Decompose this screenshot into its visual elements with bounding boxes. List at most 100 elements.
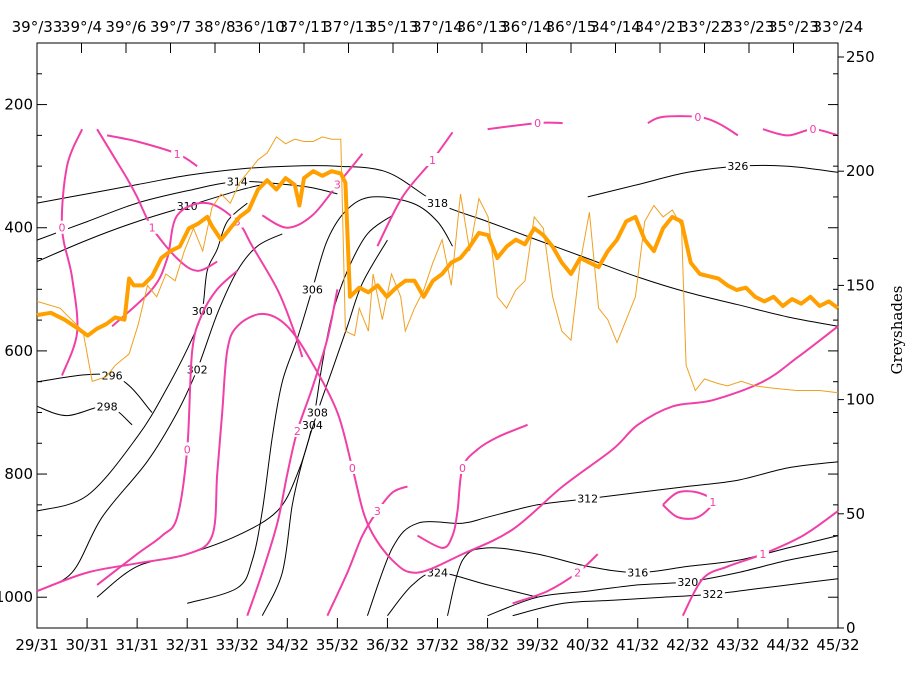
pv-label-bg	[56, 220, 69, 234]
isentrope-label: 326	[727, 160, 748, 173]
isentrope-line	[36, 405, 133, 426]
pv-label: 2	[574, 567, 581, 580]
bottom-tick-label: 43/32	[716, 636, 759, 654]
pv-contour-line	[246, 289, 339, 617]
isentrope-line	[587, 164, 839, 198]
top-tick-label: 35°/23	[768, 18, 819, 36]
bottom-tick-label: 42/32	[666, 636, 709, 654]
pv-contour-line	[662, 490, 714, 520]
bottom-tick-label: 45/32	[816, 636, 859, 654]
pv-label: 1	[759, 548, 766, 561]
pv-contour-line	[376, 131, 454, 247]
pv-label-bg	[331, 177, 344, 191]
isentrope-label-bg	[100, 368, 125, 382]
top-tick-label: 33°/22	[679, 18, 730, 36]
bottom-tick-label: 31/31	[116, 636, 159, 654]
bottom-tick-label: 40/32	[566, 636, 609, 654]
pv-label: 0	[184, 443, 191, 456]
pv-label: 0	[459, 462, 466, 475]
isentrope-label: 298	[97, 400, 118, 413]
isentrope-line	[387, 572, 538, 617]
pv-label: 2	[294, 425, 301, 438]
isentrope-line	[512, 578, 839, 617]
pv-label-bg	[691, 109, 704, 123]
pv-label-bg	[706, 494, 719, 508]
isentrope-label: 320	[677, 576, 698, 589]
pv-label: 1	[709, 496, 716, 509]
pv-contour-line	[96, 128, 218, 272]
isentrope-label: 324	[427, 567, 448, 580]
isentrope-label: 316	[627, 567, 648, 580]
pv-label: 0	[809, 123, 816, 136]
pv-contour-line	[36, 312, 839, 593]
pv-label-bg	[181, 442, 194, 456]
isentrope-label-bg	[575, 491, 600, 505]
bottom-tick-label: 39/32	[516, 636, 559, 654]
top-tick-label: 34°/21	[635, 18, 686, 36]
isentrope-line	[187, 196, 453, 604]
isentrope-line	[36, 202, 248, 512]
isentrope-label-bg	[300, 282, 325, 296]
pv-label-bg	[371, 504, 384, 517]
greyshade-thick-series	[36, 169, 840, 338]
isentrope-label-bg	[190, 303, 215, 317]
pv-label: 1	[149, 222, 156, 235]
right-tick-label: 150	[846, 276, 875, 294]
right-axis-title: Greyshades	[888, 286, 906, 375]
isentrope-label-bg	[425, 196, 450, 210]
top-tick-label: 33°/24	[813, 18, 864, 36]
pv-label: 1	[174, 148, 181, 161]
pv-label-bg	[426, 153, 439, 166]
pv-label-bg	[146, 220, 159, 234]
top-tick-label: 39°/6	[105, 18, 146, 36]
bottom-tick-label: 41/32	[616, 636, 659, 654]
isentrope-label-bg	[675, 574, 700, 588]
isentrope-line	[36, 184, 263, 263]
left-tick-label: 1000	[0, 588, 33, 606]
pv-contour-line	[261, 153, 364, 229]
isentrope-line	[487, 550, 839, 617]
top-tick-label: 39°/4	[61, 18, 102, 36]
pv-contour-line	[326, 485, 408, 617]
pv-label: 1	[429, 154, 436, 167]
pv-label-bg	[346, 460, 359, 474]
pv-contour-line	[60, 128, 84, 376]
bottom-tick-label: 38/32	[466, 636, 509, 654]
isentrope-label: 318	[427, 197, 448, 210]
isentrope-line	[366, 461, 839, 616]
pv-label: 0	[59, 222, 66, 235]
isentrope-line	[36, 180, 338, 241]
top-tick-label: 36°/14	[501, 18, 552, 36]
pv-contour-line	[762, 128, 839, 137]
isentrope-label: 296	[102, 370, 123, 383]
bottom-tick-label: 37/32	[416, 636, 459, 654]
right-tick-label: 250	[846, 48, 875, 66]
top-tick-label: 37°/14	[412, 18, 463, 36]
greyshade-thin-series	[36, 136, 839, 394]
isentrope-label: 306	[302, 283, 323, 296]
pv-label-bg	[806, 122, 819, 136]
right-tick-label: 200	[846, 162, 875, 180]
pv-label-bg	[456, 460, 469, 474]
top-tick-label: 35°/13	[368, 18, 419, 36]
top-tick-label: 38°/8	[194, 18, 235, 36]
axes: 200400600800100005010015020025029/3130/3…	[0, 18, 875, 654]
isentrope-label-bg	[700, 587, 725, 601]
isentrope-label-bg	[725, 159, 750, 173]
pv-contour-line	[106, 134, 198, 168]
bottom-tick-label: 34/32	[266, 636, 309, 654]
pv-contour-line	[111, 201, 304, 358]
pv-label-bg	[756, 547, 769, 561]
bottom-tick-label: 35/32	[316, 636, 359, 654]
top-tick-label: 36°/15	[546, 18, 597, 36]
isentrope-label-bg	[175, 199, 200, 213]
top-tick-label: 36°/13	[457, 18, 508, 36]
isentrope-label-bg	[300, 417, 325, 431]
isentrope-line	[36, 233, 283, 592]
left-tick-label: 800	[4, 465, 33, 483]
isentrope-label: 308	[307, 406, 328, 419]
top-tick-label: 33°/23	[724, 18, 775, 36]
pv-label-bg	[531, 116, 544, 130]
top-tick-label: 39°/33	[12, 18, 63, 36]
